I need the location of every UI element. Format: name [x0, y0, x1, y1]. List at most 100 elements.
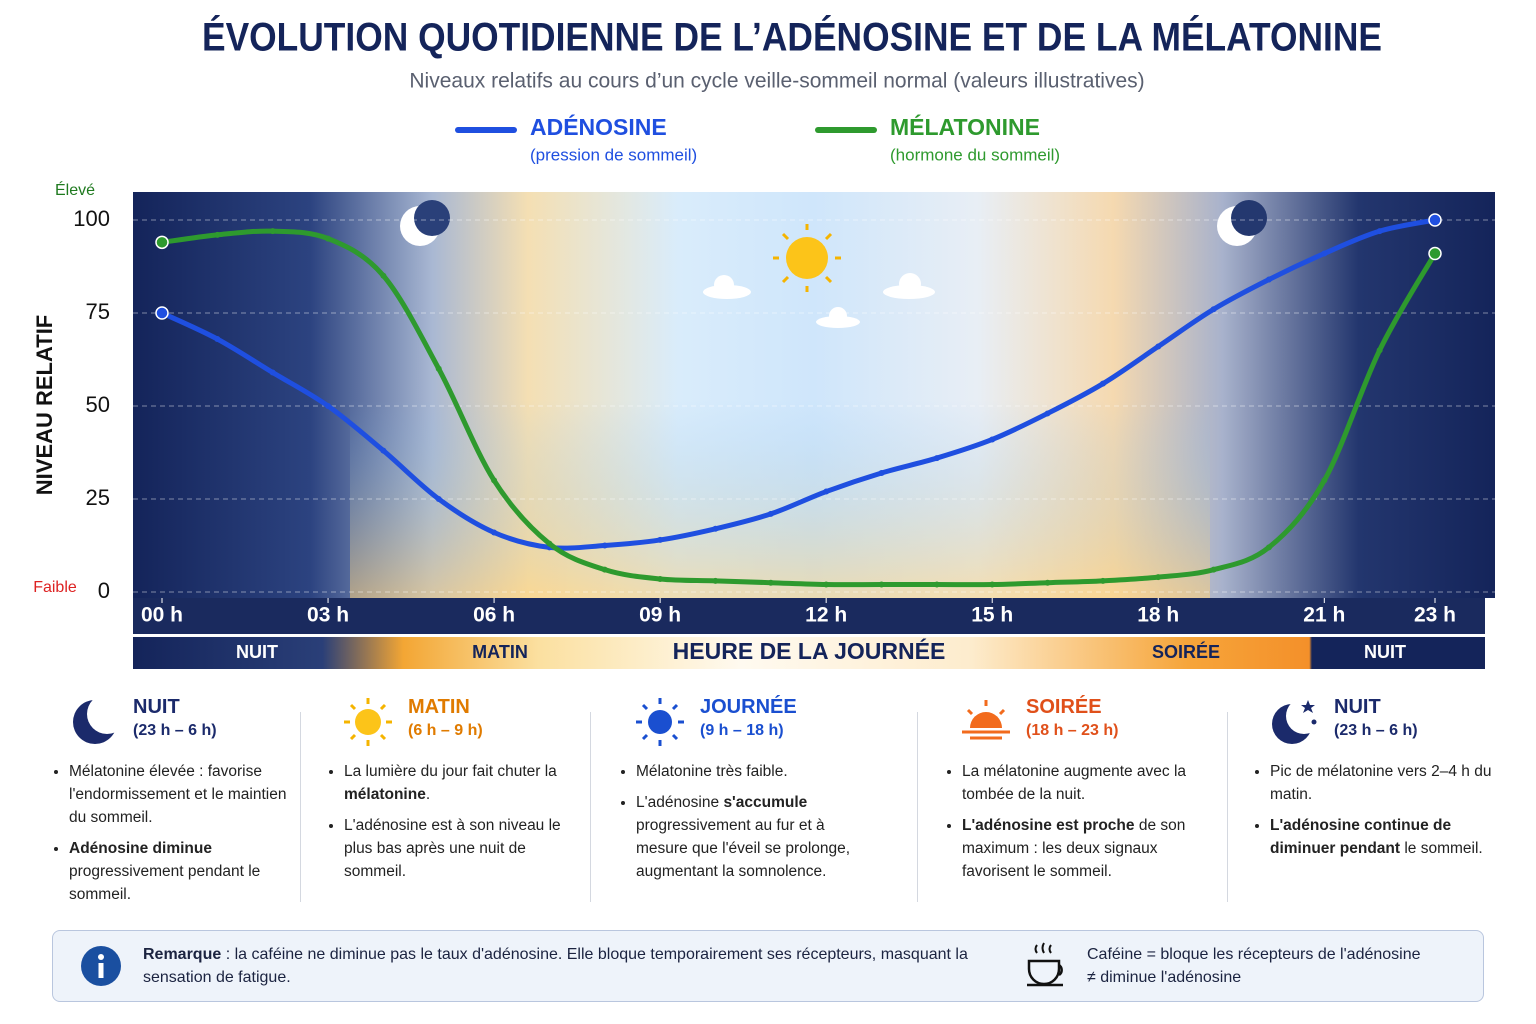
period-range: (9 h – 18 h)	[700, 722, 784, 739]
data-point	[657, 575, 664, 582]
bullet: Adénosine diminue progressivement pendan…	[69, 837, 305, 906]
bullet-text: L'adénosine continue de diminuer pendant	[1270, 817, 1452, 857]
x-tick-label: 21 h	[1303, 604, 1345, 627]
data-point	[1376, 347, 1383, 354]
legend-description: (pression de sommeil)	[530, 145, 697, 164]
bullet: Mélatonine très faible.	[636, 760, 872, 783]
data-point	[767, 579, 774, 586]
period-icon	[1272, 698, 1322, 744]
day-band-label: MATIN	[472, 642, 528, 662]
bullet: L'adénosine est proche de son maximum : …	[962, 814, 1198, 883]
data-point	[1376, 228, 1383, 235]
note-text: Remarque : la caféine ne diminue pas le …	[143, 943, 993, 989]
period-range: (23 h – 6 h)	[133, 722, 217, 739]
bullet-text: progressivement au fur et à mesure que l…	[636, 817, 851, 880]
bullet-text: progressivement pendant le sommeil.	[69, 863, 261, 903]
sun-icon	[773, 224, 841, 292]
data-point	[933, 455, 940, 462]
period-range: (23 h – 6 h)	[1334, 722, 1418, 739]
data-point	[1210, 566, 1217, 573]
y-tick-label: 100	[73, 206, 110, 231]
data-point	[380, 272, 387, 279]
bullet: La lumière du jour fait chuter la mélato…	[344, 760, 580, 806]
note-side-line: ≠ diminue l'adénosine	[1087, 969, 1242, 986]
bullet-text: mélatonine	[344, 786, 426, 803]
data-point	[601, 542, 608, 549]
bullet-text: le sommeil.	[1400, 840, 1483, 857]
data-point	[1428, 213, 1442, 227]
period-icon	[344, 698, 392, 746]
y-tick-label: 0	[98, 578, 110, 603]
bullet-text: L'adénosine est à son niveau le plus bas…	[344, 817, 561, 880]
data-point	[823, 581, 830, 588]
data-point	[823, 488, 830, 495]
note-body: : la caféine ne diminue pas le taux d'ad…	[143, 946, 968, 986]
data-point	[712, 577, 719, 584]
data-point	[155, 235, 169, 250]
data-point	[325, 403, 332, 409]
period-icon	[962, 700, 1010, 740]
y-tick-label: 25	[86, 485, 110, 510]
period-bullets: Mélatonine élevée : favorise l'endormiss…	[55, 760, 305, 914]
note-side: Caféine = bloque les récepteurs de l'adé…	[1087, 943, 1421, 989]
info-icon	[81, 946, 121, 986]
data-point	[1265, 276, 1272, 283]
data-point	[989, 436, 996, 443]
bullet-text: La mélatonine augmente avec la tombée de…	[962, 763, 1187, 803]
bullet: L'adénosine s'accumule progressivement a…	[636, 791, 872, 883]
x-tick-label: 15 h	[971, 604, 1013, 627]
moon-icon	[400, 200, 450, 246]
legend-description: (hormone du sommeil)	[890, 145, 1060, 164]
x-axis-band	[133, 598, 1485, 634]
data-point	[546, 540, 553, 547]
x-tick-label: 18 h	[1137, 604, 1179, 627]
bullet-text: Pic de mélatonine vers 2–4 h du matin.	[1270, 763, 1492, 803]
day-band-label: SOIRÉE	[1152, 641, 1220, 662]
data-point	[269, 228, 276, 235]
data-point	[712, 525, 719, 532]
bullet-text: de son maximum : les deux signaux favori…	[962, 817, 1186, 880]
data-point	[214, 336, 221, 343]
data-point	[1155, 343, 1162, 350]
data-point	[1265, 544, 1272, 551]
bullet-text: Adénosine diminue	[69, 840, 212, 857]
data-point	[878, 469, 885, 476]
y-tick-label: 50	[86, 392, 110, 417]
period-range: (18 h – 23 h)	[1026, 722, 1119, 739]
separator	[917, 712, 918, 902]
bullet-text: Mélatonine très faible.	[636, 763, 788, 780]
data-point	[1099, 577, 1106, 584]
period-icon	[636, 698, 684, 746]
period-icon	[73, 694, 123, 744]
sky-glow	[350, 400, 1210, 598]
data-point	[1155, 574, 1162, 581]
data-point	[878, 581, 885, 588]
x-tick-label: 00 h	[141, 604, 183, 627]
period-range: (6 h – 9 h)	[408, 722, 483, 739]
chart-title: ÉVOLUTION QUOTIDIENNE DE L’ADÉNOSINE ET …	[202, 15, 1382, 60]
x-tick-label: 03 h	[307, 604, 349, 627]
period-bullets: La mélatonine augmente avec la tombée de…	[948, 760, 1198, 891]
day-band-label: NUIT	[1364, 642, 1406, 662]
data-point	[435, 496, 442, 502]
period-title: MATIN	[408, 696, 470, 718]
period-title: NUIT	[1334, 696, 1381, 718]
coffee-icon	[1027, 942, 1063, 987]
data-point	[1321, 477, 1328, 484]
bullet-text: L'adénosine	[636, 794, 724, 811]
data-point	[601, 566, 608, 573]
data-point	[1044, 410, 1051, 417]
data-point	[933, 581, 940, 588]
chart-subtitle: Niveaux relatifs au cours d’un cycle vei…	[409, 70, 1144, 93]
data-point	[1428, 246, 1442, 261]
data-point	[1044, 579, 1051, 586]
clouds	[703, 273, 935, 328]
note-box: Remarque : la caféine ne diminue pas le …	[52, 930, 1484, 1002]
bullet-text: .	[425, 786, 431, 803]
data-point	[491, 477, 498, 484]
bullet: La mélatonine augmente avec la tombée de…	[962, 760, 1198, 806]
legend-label: MÉLATONINE	[890, 113, 1040, 140]
separator	[300, 712, 301, 902]
bullet-text: L'adénosine est proche	[962, 817, 1135, 834]
